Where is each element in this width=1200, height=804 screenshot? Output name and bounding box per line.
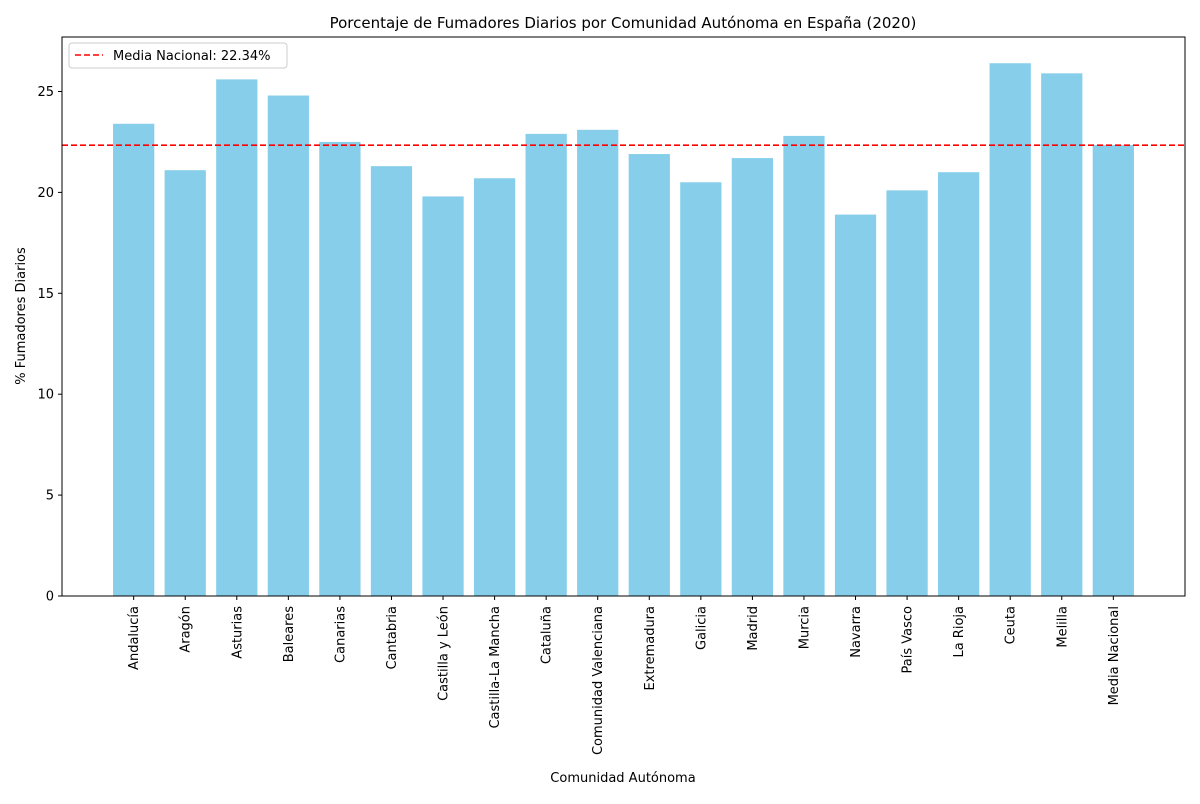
bar [1092,145,1134,596]
bar [577,129,619,596]
x-tick-label: Asturias [230,606,245,659]
bar [216,79,258,597]
bars [113,63,1134,597]
bar [525,133,567,596]
bar [680,182,722,597]
y-tick-label: 20 [37,186,54,201]
x-tick-label: Murcia [797,606,812,649]
bar [886,190,928,597]
legend-box [68,42,288,69]
y-tick-label: 15 [37,287,54,302]
y-tick-label: 10 [37,388,54,403]
x-tick-label: Madrid [746,606,761,651]
plot-frame [61,36,1186,597]
bar [834,214,877,597]
x-tick-label: Melilla [1055,606,1070,648]
bar [628,154,670,596]
x-tick-label: Galicia [694,606,709,650]
bar [989,63,1031,596]
x-tick-label: Navarra [849,606,864,658]
x-tick-label: País Vasco [901,606,916,674]
x-tick-label: Baleares [282,606,297,663]
x-axis: Andalucía Aragón Asturias Baleares Canarias C… [127,596,1122,755]
bar [938,172,980,596]
bar [113,123,155,596]
bar [1041,73,1083,597]
x-tick-label: Andalucía [127,606,142,670]
x-tick-label: Canarias [333,606,348,663]
legend: Media Nacional: 22.34% [68,42,288,69]
bar [783,135,825,597]
x-axis-label: Comunidad Autónoma [550,771,695,786]
y-tick-label: 5 [46,489,54,504]
chart-title: Porcentaje de Fumadores Diarios por Comu… [330,14,917,32]
bar [319,141,361,596]
x-tick-label: Comunidad Valenciana [591,606,606,755]
x-tick-label: Cataluña [540,606,555,664]
x-tick-label: Ceuta [1004,606,1019,644]
bar [370,166,413,597]
x-tick-label: Media Nacional [1107,606,1122,705]
y-axis: 0 5 10 15 20 25 [37,85,62,605]
y-axis-label: % Fumadores Diarios [14,247,29,385]
x-tick-label: Cantabria [385,606,400,670]
y-tick-label: 25 [37,85,54,100]
y-tick-label: 0 [46,590,54,605]
bar [422,196,464,596]
x-tick-label: Castilla y León [437,606,452,701]
bar [267,95,309,596]
bar [473,178,516,596]
bar [731,158,774,596]
x-tick-label: La Rioja [952,606,967,658]
x-tick-label: Castilla-La Mancha [488,606,503,729]
x-tick-label: Extremadura [643,606,658,691]
legend-label: Media Nacional: 22.34% [113,49,270,64]
x-tick-label: Aragón [179,606,194,653]
bar [164,170,206,596]
